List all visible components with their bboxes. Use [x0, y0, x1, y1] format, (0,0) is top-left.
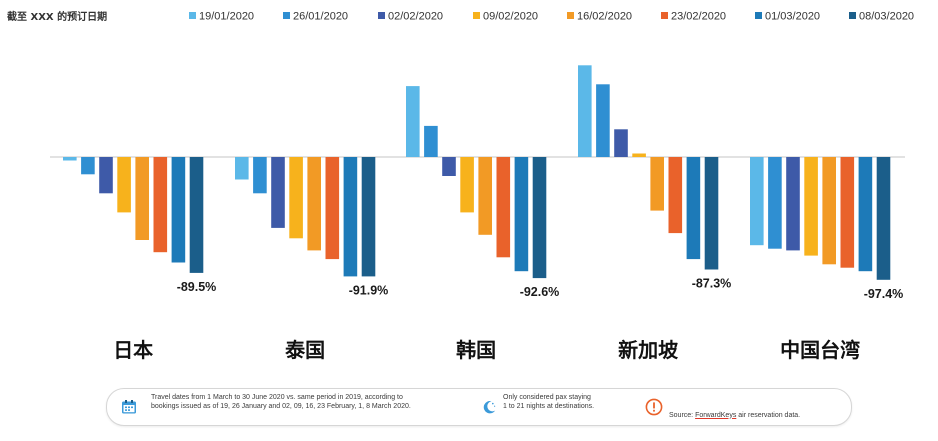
bar-3-4 [460, 157, 474, 213]
chart-title: 截至 XXX 的预订日期 [7, 10, 107, 23]
bar-5-7 [858, 157, 873, 272]
legend-swatch-3 [378, 12, 385, 19]
category-label-5: 中国台湾 [780, 338, 860, 362]
source-link[interactable]: ForwardKeys [695, 411, 737, 419]
legend-swatch-2 [283, 12, 290, 19]
bar-2-4 [289, 157, 303, 239]
bar-4-8 [704, 157, 719, 270]
calendar-icon [122, 400, 136, 414]
bar-5-5 [822, 157, 836, 265]
bar-1-2 [81, 157, 95, 175]
data-label-4: -87.3% [692, 276, 732, 290]
bar-3-8 [532, 157, 547, 279]
pax-stay-note: Only considered pax staying 1 to 21 nigh… [503, 394, 595, 410]
bar-1-4 [117, 157, 131, 213]
bar-4-5 [650, 157, 664, 211]
bar-3-6 [496, 157, 511, 258]
bar-5-6 [840, 157, 855, 268]
moon-icon [483, 401, 496, 414]
footnote-box: Travel dates from 1 March to 30 June 202… [106, 388, 852, 426]
source-prefix: Source: [669, 411, 696, 419]
legend-label-1: 19/01/2020 [199, 11, 254, 23]
legend-label-5: 16/02/2020 [577, 11, 632, 23]
data-label-1: -89.5% [177, 280, 217, 294]
legend-label-6: 23/02/2020 [671, 11, 726, 23]
bar-4-7 [686, 157, 701, 260]
bar-2-7 [343, 157, 358, 277]
data-label-5: -97.4% [864, 287, 904, 301]
bar-5-2 [768, 157, 782, 249]
source-note: Source: ForwardKeys air reservation data… [669, 403, 849, 420]
bar-4-1 [578, 65, 592, 157]
bar-2-6 [325, 157, 340, 260]
data-label-3: -92.6% [520, 285, 560, 299]
bar-2-8 [361, 157, 376, 277]
legend-swatch-6 [661, 12, 668, 19]
bar-1-1 [63, 157, 77, 161]
legend-swatch-8 [849, 12, 856, 19]
data-label-2: -91.9% [349, 283, 389, 297]
source-suffix: air reservation data. [736, 411, 801, 419]
bar-2-5 [307, 157, 321, 251]
bar-3-7 [514, 157, 529, 272]
bar-3-5 [478, 157, 492, 235]
legend-label-4: 09/02/2020 [483, 11, 538, 23]
bar-4-2 [596, 84, 610, 157]
category-label-2: 泰国 [284, 338, 325, 362]
bar-4-6 [668, 157, 683, 234]
legend-label-8: 08/03/2020 [859, 11, 914, 23]
category-label-4: 新加坡 [618, 338, 679, 362]
bar-4-3 [614, 129, 628, 157]
legend-label-7: 01/03/2020 [765, 11, 820, 23]
legend-swatch-7 [755, 12, 762, 19]
bar-5-4 [804, 157, 818, 256]
legend-label-3: 02/02/2020 [388, 11, 443, 23]
bar-2-2 [253, 157, 267, 194]
bar-1-6 [153, 157, 168, 253]
bar-5-8 [876, 157, 891, 280]
category-label-3: 韩国 [456, 338, 496, 362]
bar-2-3 [271, 157, 285, 228]
bar-5-1 [750, 157, 764, 246]
travel-dates-note: Travel dates from 1 March to 30 June 202… [151, 394, 411, 410]
bar-3-2 [424, 125, 438, 157]
bar-1-7 [171, 157, 186, 263]
bar-1-5 [135, 157, 149, 240]
bar-4-4 [632, 153, 646, 157]
bar-1-3 [99, 157, 113, 194]
bar-5-3 [786, 157, 800, 251]
bar-3-1 [406, 86, 420, 157]
legend-swatch-5 [567, 12, 574, 19]
legend-label-2: 26/01/2020 [293, 11, 348, 23]
category-label-1: 日本 [113, 338, 153, 362]
bar-2-1 [235, 157, 249, 180]
bar-3-3 [442, 157, 456, 176]
legend-swatch-4 [473, 12, 480, 19]
legend-swatch-1 [189, 12, 196, 19]
alert-icon [645, 398, 663, 416]
bar-1-8 [189, 157, 204, 273]
